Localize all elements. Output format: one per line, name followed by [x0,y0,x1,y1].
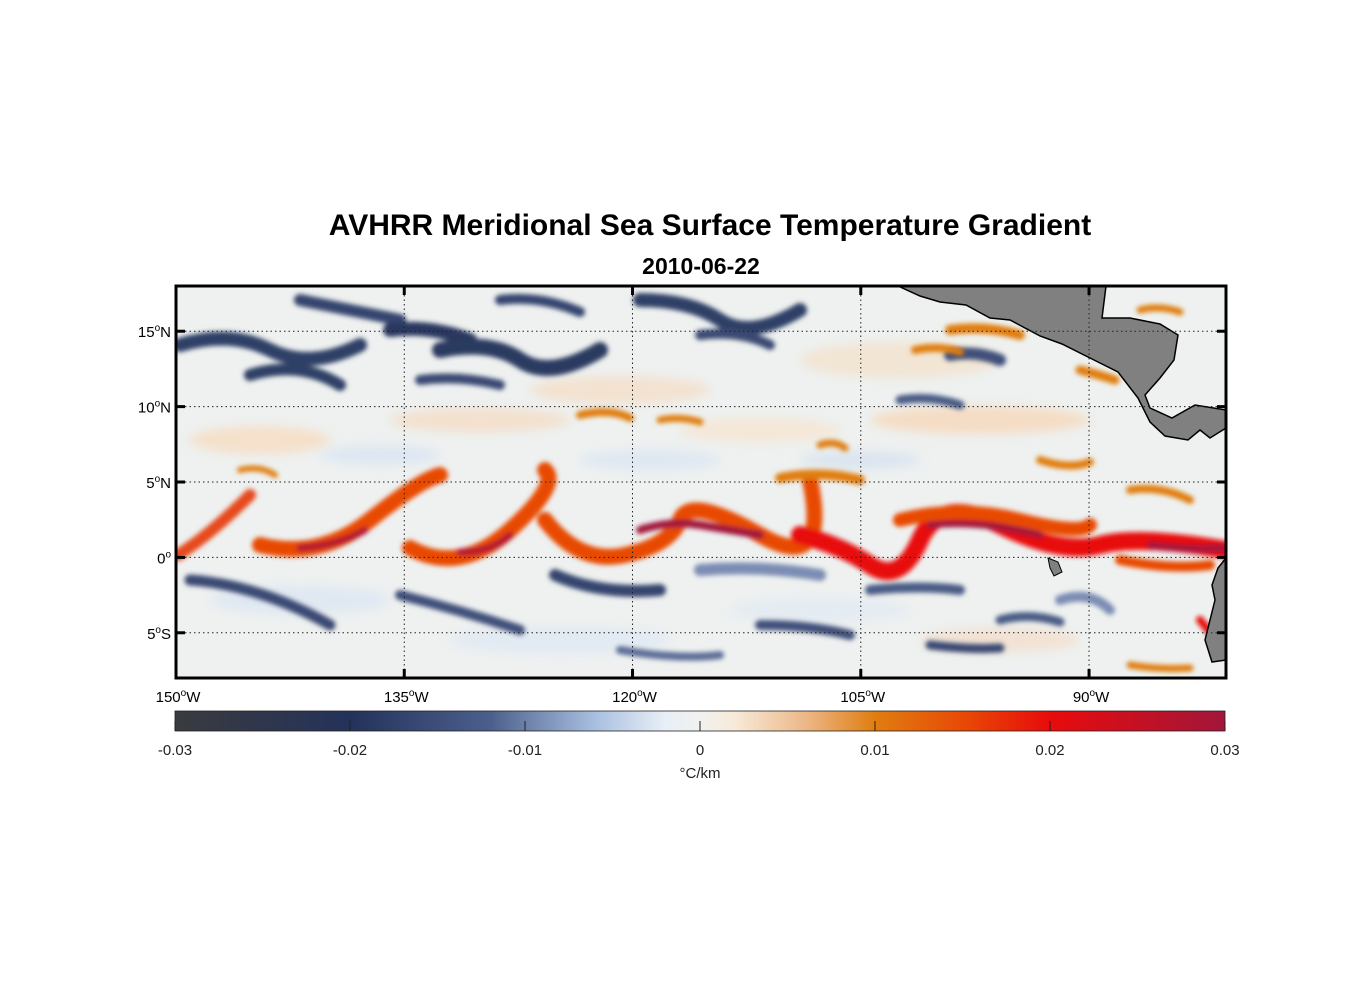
lon-label-hemisphere: W [186,689,201,706]
colorbar: -0.03 -0.02 -0.01 0 0.01 0.02 0.03 °C/km [158,710,1240,782]
colorbar-tick-label: 0.01 [860,742,889,759]
colorbar-label: °C/km [680,765,721,782]
land [897,286,1226,663]
lon-label-number: 120 [612,689,637,706]
lat-label-degree: o [155,323,161,334]
land-galapagos [1047,557,1063,577]
lat-label: 15oN [138,323,171,341]
lon-label: 150oW [156,688,202,706]
lon-label: 105oW [840,688,886,706]
chart-title: AVHRR Meridional Sea Surface Temperature… [329,209,1091,242]
lat-label-hemisphere: N [160,475,171,492]
lon-label-hemisphere: W [414,689,429,706]
lon-label-degree: o [1090,688,1096,699]
colorbar-tick-label: 0.02 [1035,742,1064,759]
lon-label-number: 150 [156,689,181,706]
lat-label-degree: o [155,474,161,485]
lat-label-number: 15 [138,324,155,341]
lat-label: 0o [157,549,171,567]
lon-label-number: 90 [1073,689,1090,706]
lat-label-hemisphere: S [161,626,171,643]
gradient-field [176,286,1226,673]
lon-label-hemisphere: W [1095,689,1110,706]
map-frame [174,284,1228,680]
lat-label: 10oN [138,399,171,417]
lon-label-hemisphere: W [871,689,886,706]
positive-features [176,304,1226,673]
colorbar-tick-label: -0.03 [158,742,192,759]
land-central-america [897,286,1226,441]
lon-label-degree: o [181,688,187,699]
lon-label-number: 135 [384,689,409,706]
lat-label-number: 5 [147,626,155,643]
lon-label: 120oW [612,688,658,706]
lat-label-number: 0 [157,550,165,567]
lat-label: 5oN [146,474,171,492]
colorbar-tick-label: 0 [696,742,704,759]
lat-label-degree: o [165,549,171,560]
lon-label-degree: o [409,688,415,699]
lon-label-degree: o [637,688,643,699]
lon-label: 135oW [384,688,430,706]
longitude-labels: 150oW 135oW 120oW 105oW 90oW [156,688,1110,706]
chart-subtitle: 2010-06-22 [642,253,760,279]
lon-label: 90oW [1073,688,1110,706]
lat-label: 5oS [147,625,171,643]
colorbar-ticks: -0.03 -0.02 -0.01 0 0.01 0.02 0.03 [158,721,1240,759]
field-texture [190,342,1090,654]
colorbar-tick-label: -0.01 [508,742,542,759]
lat-label-degree: o [155,625,161,636]
lat-label-number: 10 [138,400,155,417]
colorbar-tick-label: 0.03 [1210,742,1239,759]
lat-label-hemisphere: N [160,400,171,417]
lon-label-hemisphere: W [643,689,658,706]
lat-label-degree: o [155,399,161,410]
lon-label-degree: o [865,688,871,699]
lat-label-number: 5 [146,475,154,492]
colorbar-tick-label: -0.02 [333,742,367,759]
lat-label-hemisphere: N [160,324,171,341]
land-south-america [1204,556,1226,663]
lon-label-number: 105 [840,689,865,706]
